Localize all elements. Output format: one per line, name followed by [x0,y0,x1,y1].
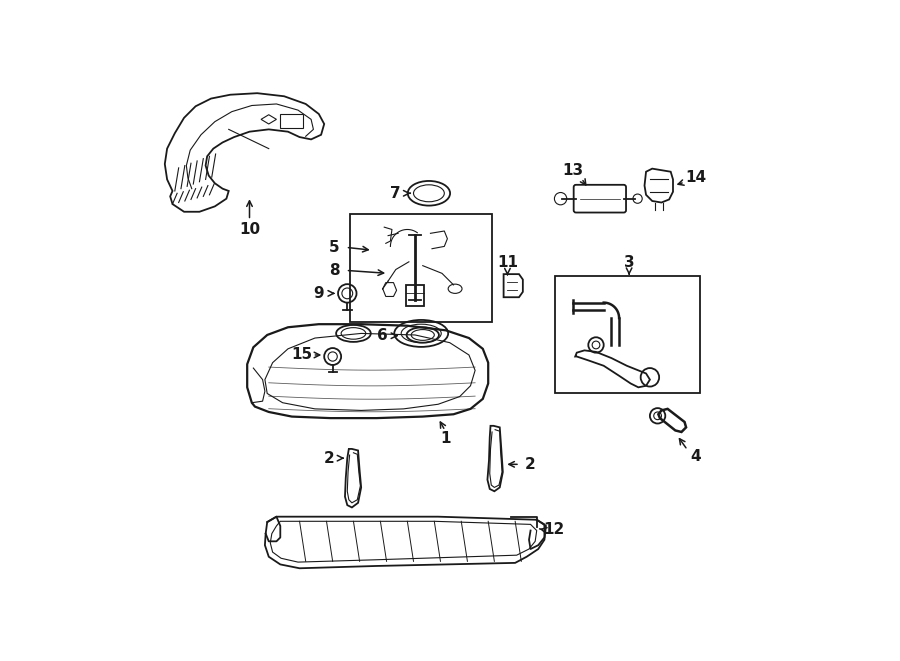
Bar [280,114,303,128]
Text: 15: 15 [292,348,312,362]
Text: 2: 2 [526,457,536,472]
Text: 13: 13 [562,163,583,178]
Text: 12: 12 [543,522,564,537]
Bar [555,276,700,393]
Text: 7: 7 [391,186,401,201]
Text: 8: 8 [328,263,339,278]
Bar [349,214,492,322]
Text: 6: 6 [377,329,388,343]
Text: 1: 1 [441,432,451,446]
Text: 14: 14 [686,171,706,185]
Text: 2: 2 [323,451,334,465]
Text: 3: 3 [624,255,634,270]
Text: 5: 5 [328,240,339,254]
Text: 9: 9 [313,286,324,301]
Bar [406,285,424,307]
Text: 10: 10 [238,222,260,237]
Text: 4: 4 [691,449,701,464]
Text: 11: 11 [497,255,518,270]
